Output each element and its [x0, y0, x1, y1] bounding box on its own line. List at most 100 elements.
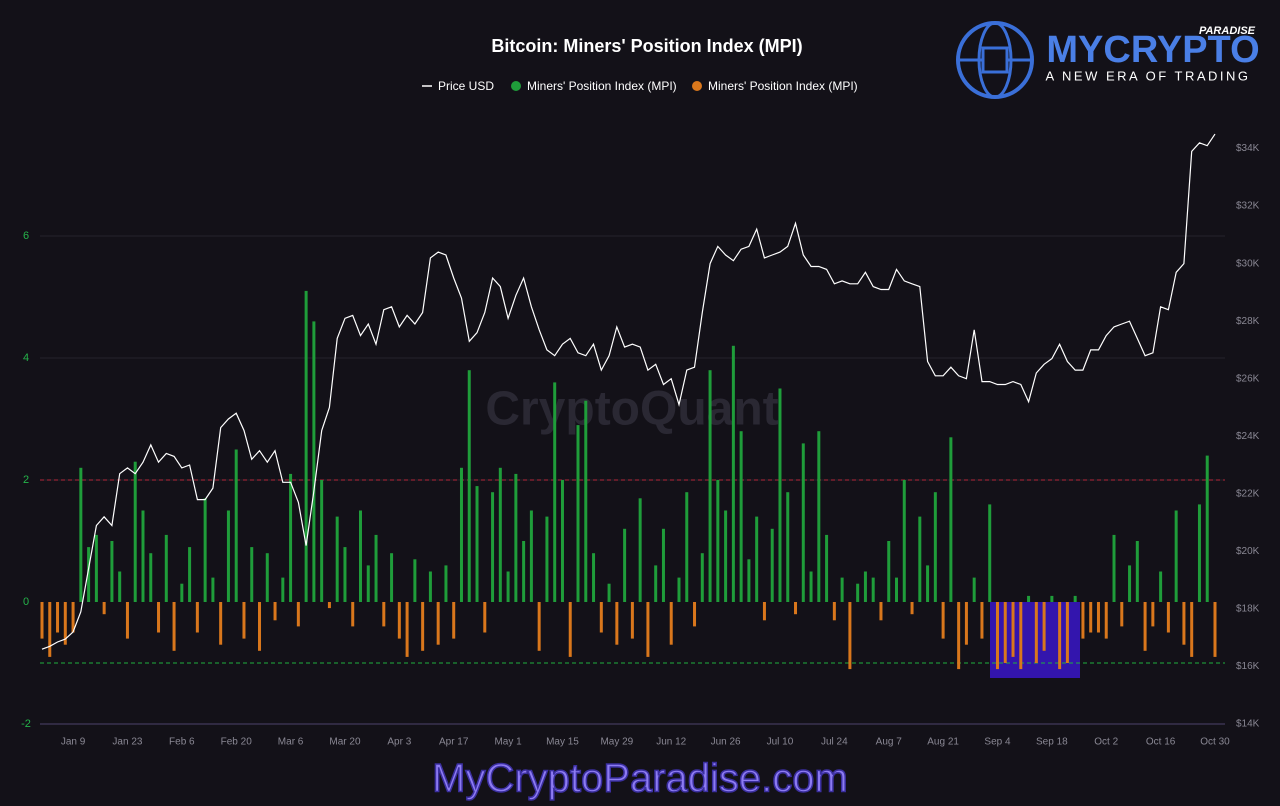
bar — [607, 583, 611, 602]
bar — [1182, 602, 1186, 645]
x-tick-label: Jul 24 — [821, 737, 848, 748]
bar — [390, 553, 394, 602]
bar — [1096, 602, 1100, 633]
bar — [265, 553, 269, 602]
bar — [87, 547, 91, 602]
bar — [125, 602, 129, 639]
x-tick-label: Sep 4 — [984, 737, 1011, 748]
x-tick-label: Aug 21 — [927, 737, 959, 748]
bar — [825, 534, 829, 602]
bar — [623, 528, 627, 602]
bar — [164, 534, 168, 602]
bar — [428, 571, 432, 602]
x-tick-label: Mar 20 — [329, 737, 361, 748]
x-tick-label: Sep 18 — [1036, 737, 1068, 748]
watermark: CryptoQuant — [485, 383, 778, 436]
bar — [592, 553, 596, 602]
price-line — [41, 133, 1216, 650]
bar — [467, 370, 471, 602]
bar — [1081, 602, 1085, 639]
y2-tick-label: $24K — [1236, 431, 1260, 442]
bar — [529, 510, 533, 602]
x-tick-label: Oct 2 — [1094, 737, 1118, 748]
bar — [483, 602, 487, 633]
bar — [747, 559, 751, 602]
bar — [871, 577, 875, 602]
bar — [646, 602, 650, 657]
bar — [576, 425, 580, 602]
bar — [863, 571, 867, 602]
bar — [770, 528, 774, 602]
bar — [693, 602, 697, 627]
bar — [405, 602, 409, 657]
bar — [1151, 602, 1155, 627]
chart-title: Bitcoin: Miners' Position Index (MPI) — [491, 36, 802, 56]
x-tick-label: May 15 — [546, 737, 579, 748]
x-tick-label: May 1 — [494, 737, 522, 748]
bar — [1135, 541, 1139, 602]
y2-tick-label: $30K — [1236, 258, 1260, 269]
bar — [133, 461, 137, 602]
bar — [320, 480, 324, 602]
bar — [506, 571, 510, 602]
bar — [514, 473, 518, 602]
bar — [1190, 602, 1194, 657]
plot-area: -2 0 2 4 6 $14K $16K $18K $20K $22K $24K $26K $28K $3… — [21, 133, 1260, 748]
bar — [1058, 602, 1062, 670]
bar — [778, 388, 782, 602]
bar — [700, 553, 704, 602]
bar — [801, 443, 805, 602]
y2-tick-label: $20K — [1236, 546, 1260, 557]
bar — [281, 577, 285, 602]
bar — [296, 602, 300, 627]
bar — [1213, 602, 1217, 657]
bar — [1174, 510, 1178, 602]
bar — [560, 480, 564, 602]
bar — [475, 486, 479, 602]
site-name: MyCryptoParadise.com — [432, 757, 848, 801]
legend-marker — [511, 81, 521, 91]
bar — [118, 571, 122, 602]
bar — [809, 571, 813, 602]
bar — [289, 473, 293, 602]
bar — [397, 602, 401, 639]
bar — [848, 602, 852, 670]
bar — [234, 449, 238, 602]
legend-label: Price USD — [438, 79, 494, 93]
bar — [1065, 602, 1069, 663]
bar — [568, 602, 572, 657]
bar — [1205, 455, 1209, 602]
bar — [40, 602, 44, 639]
bar — [180, 583, 184, 602]
y-tick-label: 2 — [23, 474, 29, 486]
bar — [327, 602, 331, 609]
bar — [716, 480, 720, 602]
bar — [972, 577, 976, 602]
bar — [794, 602, 798, 615]
bar — [226, 510, 230, 602]
y-tick-label: 6 — [23, 230, 29, 242]
bar — [708, 370, 712, 602]
bar — [638, 498, 642, 602]
bar — [840, 577, 844, 602]
bar — [258, 602, 262, 651]
bar — [941, 602, 945, 639]
bar — [522, 541, 526, 602]
bar — [102, 602, 106, 615]
bar — [195, 602, 199, 633]
bar — [926, 565, 930, 602]
bar — [1104, 602, 1108, 639]
bar — [452, 602, 456, 639]
x-tick-label: Apr 3 — [387, 737, 411, 748]
bar — [879, 602, 883, 621]
bar — [459, 467, 463, 602]
bar — [343, 547, 347, 602]
bar — [110, 541, 114, 602]
y2-tick-label: $26K — [1236, 373, 1260, 384]
bar — [491, 492, 495, 602]
bar — [1019, 602, 1023, 670]
bar — [1128, 565, 1132, 602]
bar — [141, 510, 145, 602]
bar — [1166, 602, 1170, 633]
